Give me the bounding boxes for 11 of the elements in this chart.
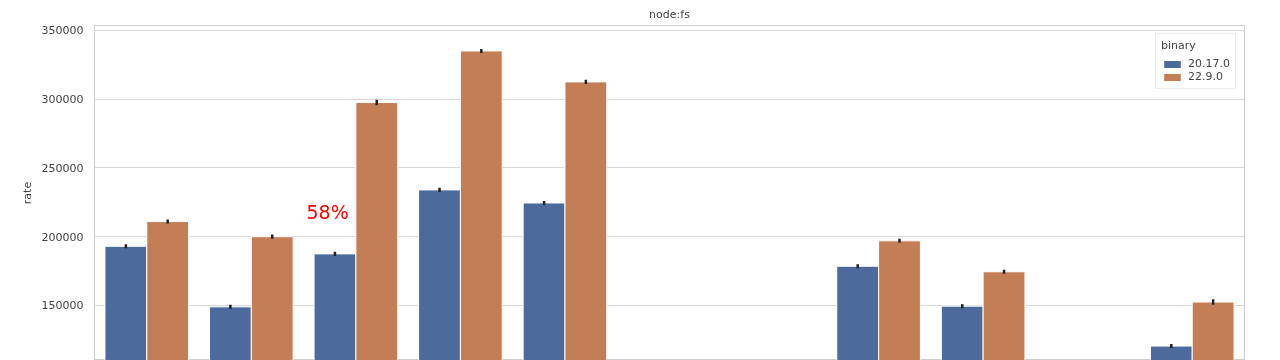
- y-tick-label: 250000: [41, 161, 84, 175]
- legend-title: binary: [1161, 39, 1197, 52]
- y-tick-label: 350000: [41, 24, 84, 38]
- y-tick-label: 200000: [41, 230, 84, 244]
- legend-label: 22.9.0: [1188, 70, 1223, 83]
- y-axis-title: rate: [20, 181, 34, 205]
- annotation: 58%: [306, 200, 349, 223]
- y-tick-label: 300000: [41, 93, 84, 107]
- legend-label: 20.17.0: [1188, 57, 1230, 70]
- chart-title: node:fs: [649, 7, 691, 21]
- y-tick-label: 150000: [41, 299, 84, 313]
